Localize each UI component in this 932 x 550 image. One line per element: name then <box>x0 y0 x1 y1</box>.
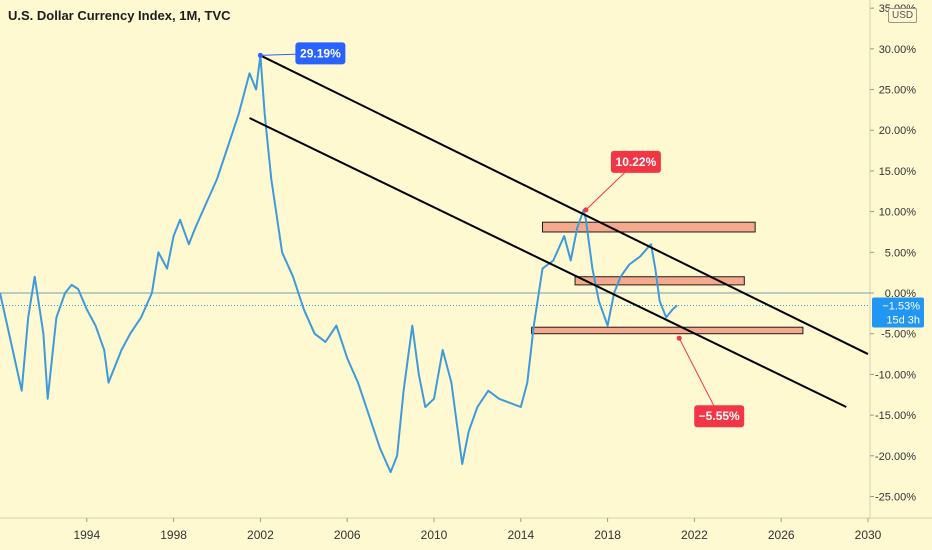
xtick-label: 2006 <box>334 528 361 542</box>
support-resistance-zone[interactable] <box>574 276 745 286</box>
support-resistance-zone[interactable] <box>531 326 804 335</box>
callout-anchor <box>676 335 682 341</box>
bar-countdown-label: 15d 3h <box>886 314 920 326</box>
ytick-label: 5.00% <box>885 247 916 259</box>
xtick-label: 1994 <box>73 528 100 542</box>
callout-box[interactable] <box>295 42 346 65</box>
ytick-label: -25.00% <box>875 492 916 504</box>
ytick-label: -10.00% <box>875 369 916 381</box>
trendline[interactable] <box>259 54 869 355</box>
ytick-label: 25.00% <box>879 85 917 97</box>
xtick-label: 2010 <box>421 528 448 542</box>
ytick-label: -15.00% <box>875 410 916 422</box>
current-price-layer: −1.53% 15d 3h <box>872 297 924 328</box>
xtick-label: 2022 <box>681 528 708 542</box>
ytick-label: 10.00% <box>879 207 917 219</box>
axes-layer <box>0 0 932 519</box>
ytick-label: -20.00% <box>875 451 916 463</box>
currency-badge[interactable]: USD <box>888 8 918 23</box>
callout-anchor <box>583 207 589 213</box>
current-price-box <box>872 297 924 328</box>
series-line[interactable] <box>0 54 678 474</box>
ytick-label: 30.00% <box>879 44 917 56</box>
trendlines-layer <box>249 54 869 408</box>
xtick-label: 2030 <box>855 528 882 542</box>
callout-label: −5.55% <box>699 409 740 423</box>
xtick-label: 2026 <box>768 528 795 542</box>
ytick-label: 20.00% <box>879 125 917 137</box>
xtick-label: 2002 <box>247 528 274 542</box>
chart-title: U.S. Dollar Currency Index, 1M, TVC <box>8 8 231 23</box>
price-axis-ticks: 35.00%30.00%25.00%20.00%15.00%10.00%5.00… <box>870 3 917 504</box>
callout-label: 10.22% <box>616 155 657 169</box>
callout-box[interactable] <box>694 405 745 428</box>
trendline[interactable] <box>249 117 847 408</box>
current-price-label: −1.53% <box>882 300 920 312</box>
ytick-label: 0.00% <box>885 288 916 300</box>
support-resistance-zone[interactable] <box>542 221 756 233</box>
zones-layer <box>531 221 804 335</box>
time-axis-ticks: 1994 1998 2002 2006 2010 2014 2018 2022 2026 2030 <box>73 518 882 542</box>
annotations-layer: 29.19% 10.22% −5.55% <box>257 42 745 428</box>
callout-anchor <box>257 52 263 58</box>
callout-leader <box>678 337 720 417</box>
callout-label: 29.19% <box>300 46 341 60</box>
ytick-label: -5.00% <box>881 329 916 341</box>
xtick-label: 1998 <box>160 528 187 542</box>
guides-layer <box>0 292 870 306</box>
callout-box[interactable] <box>610 150 661 173</box>
series-layer <box>0 54 678 474</box>
xtick-label: 2018 <box>594 528 621 542</box>
ytick-label: 15.00% <box>879 166 917 178</box>
xtick-label: 2014 <box>507 528 534 542</box>
